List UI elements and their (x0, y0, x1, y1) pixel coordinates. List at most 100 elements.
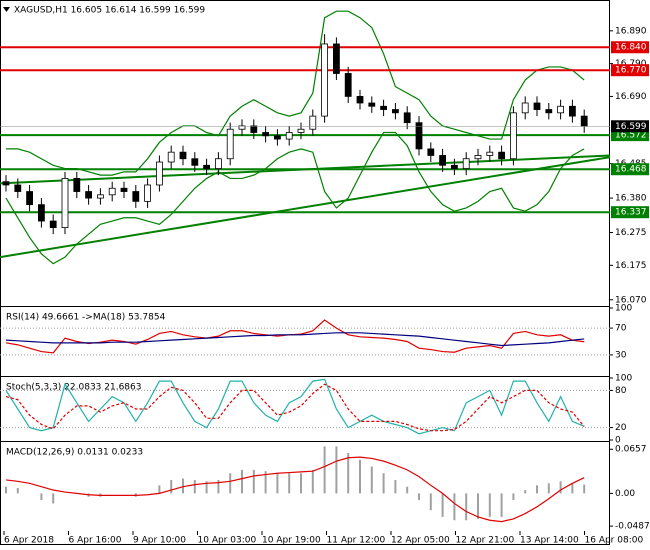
candle-body (521, 102, 529, 114)
level-label-box (611, 64, 649, 77)
candle-body (144, 184, 152, 202)
panel-title: RSI(14) 49.6661 ->MA(18) 53.7854 (6, 313, 166, 323)
x-tick-label: 12 Apr 21:00 (456, 536, 515, 546)
candle-body (439, 155, 447, 166)
signal-line (5, 456, 585, 523)
y-tick-label: 16.070 (615, 295, 647, 305)
level-label: 16.572 (615, 131, 647, 141)
y-tick-label: 0 (615, 436, 621, 446)
y-tick-label: 30 (615, 350, 627, 360)
candle-body (179, 151, 187, 160)
candle-body (557, 105, 564, 114)
y-tick-label: 100 (615, 304, 632, 314)
candle-body (569, 105, 576, 117)
last-price-box (611, 120, 649, 133)
y-tick-label: 20 (615, 423, 627, 433)
level-label-box (611, 163, 649, 176)
x-tick-label: 16 Apr 08:00 (585, 536, 644, 546)
candle-body (498, 151, 506, 160)
candle-body (344, 73, 352, 97)
candle-body (226, 128, 234, 160)
candle-body (391, 109, 399, 114)
x-tick-label: 13 Apr 14:00 (520, 536, 579, 546)
x-tick-label: 6 Apr 2018 (4, 536, 54, 546)
candle-body (356, 96, 364, 104)
candle-body (580, 115, 588, 127)
candle-body (309, 115, 317, 130)
candle-body (462, 158, 470, 169)
indicator-line (5, 383, 585, 432)
candle-body (191, 158, 199, 166)
frame (0, 0, 610, 545)
candle-body (214, 158, 222, 169)
upper-band (6, 10, 585, 176)
candle-body (403, 112, 411, 124)
candle-body (132, 191, 140, 202)
candle-body (273, 135, 281, 140)
y-tick-label: 0.0657 (615, 445, 647, 455)
panel-title: MACD(12,26,9) 0.0131 0.0233 (6, 448, 143, 458)
panel-title: XAGUSD,H1 16.605 16.614 16.599 16.599 (14, 6, 205, 16)
candle-body (2, 181, 10, 186)
candle-body (474, 155, 482, 160)
y-tick-label: 16.690 (615, 92, 647, 102)
candle-body (238, 125, 246, 130)
candle-body (61, 178, 69, 229)
candle-body (415, 122, 423, 150)
candle-body (332, 43, 340, 74)
candle-body (203, 164, 211, 169)
title-arrow (3, 7, 10, 12)
candle-body (380, 105, 388, 110)
candle-body (155, 161, 163, 186)
y-tick-label: 70 (615, 324, 627, 334)
lower-band (5, 131, 585, 265)
candle-body (285, 132, 293, 140)
y-tick-label: 16.175 (615, 261, 647, 271)
candle-body (486, 151, 494, 156)
last-price-label: 16.599 (615, 122, 647, 132)
candle-body (297, 128, 305, 133)
level-label: 16.770 (615, 66, 647, 76)
candle-body (49, 220, 57, 229)
x-tick-label: 12 Apr 05:00 (391, 536, 450, 546)
candle-body (533, 102, 541, 110)
x-tick-label: 9 Apr 10:00 (133, 536, 186, 546)
candle-body (250, 125, 258, 133)
level-label-box (611, 41, 649, 54)
y-tick-label: 16.275 (615, 228, 647, 238)
x-tick-label: 10 Apr 19:00 (262, 536, 321, 546)
trendline (0, 156, 611, 259)
indicator-line (5, 378, 585, 435)
candle-body (26, 191, 34, 206)
candle-body (73, 178, 81, 192)
level-label: 16.337 (615, 208, 647, 218)
y-tick-label: 100 (615, 374, 632, 384)
level-label-box (611, 206, 649, 219)
x-tick-label: 10 Apr 03:00 (198, 536, 257, 546)
y-tick-label: 80 (615, 386, 627, 396)
candle-body (427, 148, 435, 156)
candle-body (120, 187, 128, 192)
indicator-line (5, 332, 585, 347)
x-tick-label: 6 Apr 16:00 (69, 536, 122, 546)
candle-body (38, 204, 45, 222)
y-tick-label: 0.00 (615, 489, 635, 499)
candle-body (262, 132, 270, 137)
candle-body (85, 191, 92, 199)
candle-body (368, 102, 376, 107)
level-label: 16.840 (615, 43, 647, 53)
x-tick-label: 11 Apr 12:00 (327, 536, 386, 546)
y-tick-label: 16.380 (615, 194, 647, 204)
y-tick-label: 16.890 (615, 26, 647, 36)
candle-body (14, 184, 22, 192)
y-tick-label: -0.0487 (615, 522, 650, 532)
candle-body (321, 43, 329, 117)
candle-body (509, 112, 517, 160)
level-label: 16.468 (615, 165, 647, 175)
candle-body (97, 194, 104, 199)
candle-body (545, 109, 553, 114)
candle-body (108, 187, 116, 196)
panel-title: Stoch(5,3,3) 22.0833 21.6863 (6, 383, 141, 393)
candle-body (167, 151, 175, 163)
